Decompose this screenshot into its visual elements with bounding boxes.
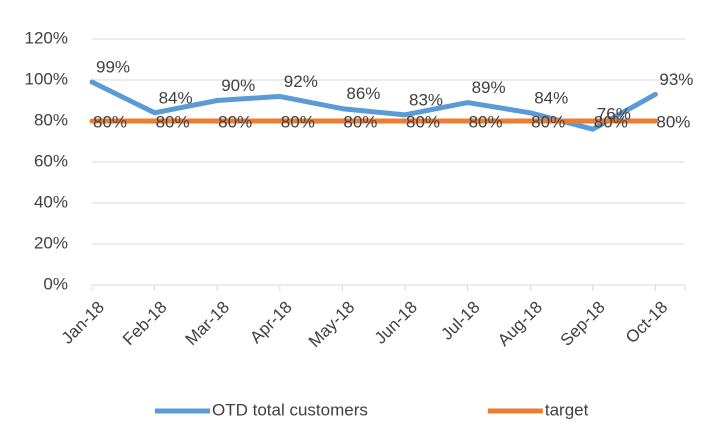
data-label: 89% xyxy=(472,78,506,97)
x-tick-label: May-18 xyxy=(305,298,359,352)
y-tick-label: 20% xyxy=(34,233,68,252)
y-tick-label: 40% xyxy=(34,192,68,211)
x-tick-label: Feb-18 xyxy=(119,298,171,350)
x-tick-label: Apr-18 xyxy=(246,298,296,348)
x-tick-label: Sep-18 xyxy=(557,298,609,350)
data-label: 80% xyxy=(93,112,127,131)
x-tick-label: Jan-18 xyxy=(58,298,108,348)
data-label: 84% xyxy=(534,88,568,107)
data-label: 92% xyxy=(284,72,318,91)
data-label: 80% xyxy=(281,112,315,131)
data-label: 90% xyxy=(221,76,255,95)
data-label: 80% xyxy=(343,112,377,131)
data-label: 80% xyxy=(469,112,503,131)
x-tick-label: Aug-18 xyxy=(494,298,546,350)
x-tick-label: Oct-18 xyxy=(622,298,672,348)
data-label: 76% xyxy=(597,105,631,124)
data-label: 99% xyxy=(96,58,130,77)
data-label: 93% xyxy=(659,70,693,89)
legend-label: target xyxy=(545,400,589,419)
y-tick-label: 0% xyxy=(43,274,68,293)
data-label: 80% xyxy=(218,112,252,131)
y-tick-label: 60% xyxy=(34,151,68,170)
y-tick-label: 80% xyxy=(34,110,68,129)
data-label: 83% xyxy=(409,90,443,109)
legend-label: OTD total customers xyxy=(212,400,368,419)
data-label: 80% xyxy=(594,112,628,131)
data-label: 80% xyxy=(656,112,690,131)
data-label: 84% xyxy=(159,88,193,107)
y-tick-label: 120% xyxy=(25,28,68,47)
data-label: 80% xyxy=(156,112,190,131)
data-label: 86% xyxy=(346,84,380,103)
x-tick-label: Jul-18 xyxy=(437,298,483,344)
data-label: 80% xyxy=(406,112,440,131)
y-tick-label: 100% xyxy=(25,69,68,88)
x-tick-label: Mar-18 xyxy=(182,298,234,350)
x-tick-label: Jun-18 xyxy=(371,298,421,348)
data-label: 80% xyxy=(531,112,565,131)
